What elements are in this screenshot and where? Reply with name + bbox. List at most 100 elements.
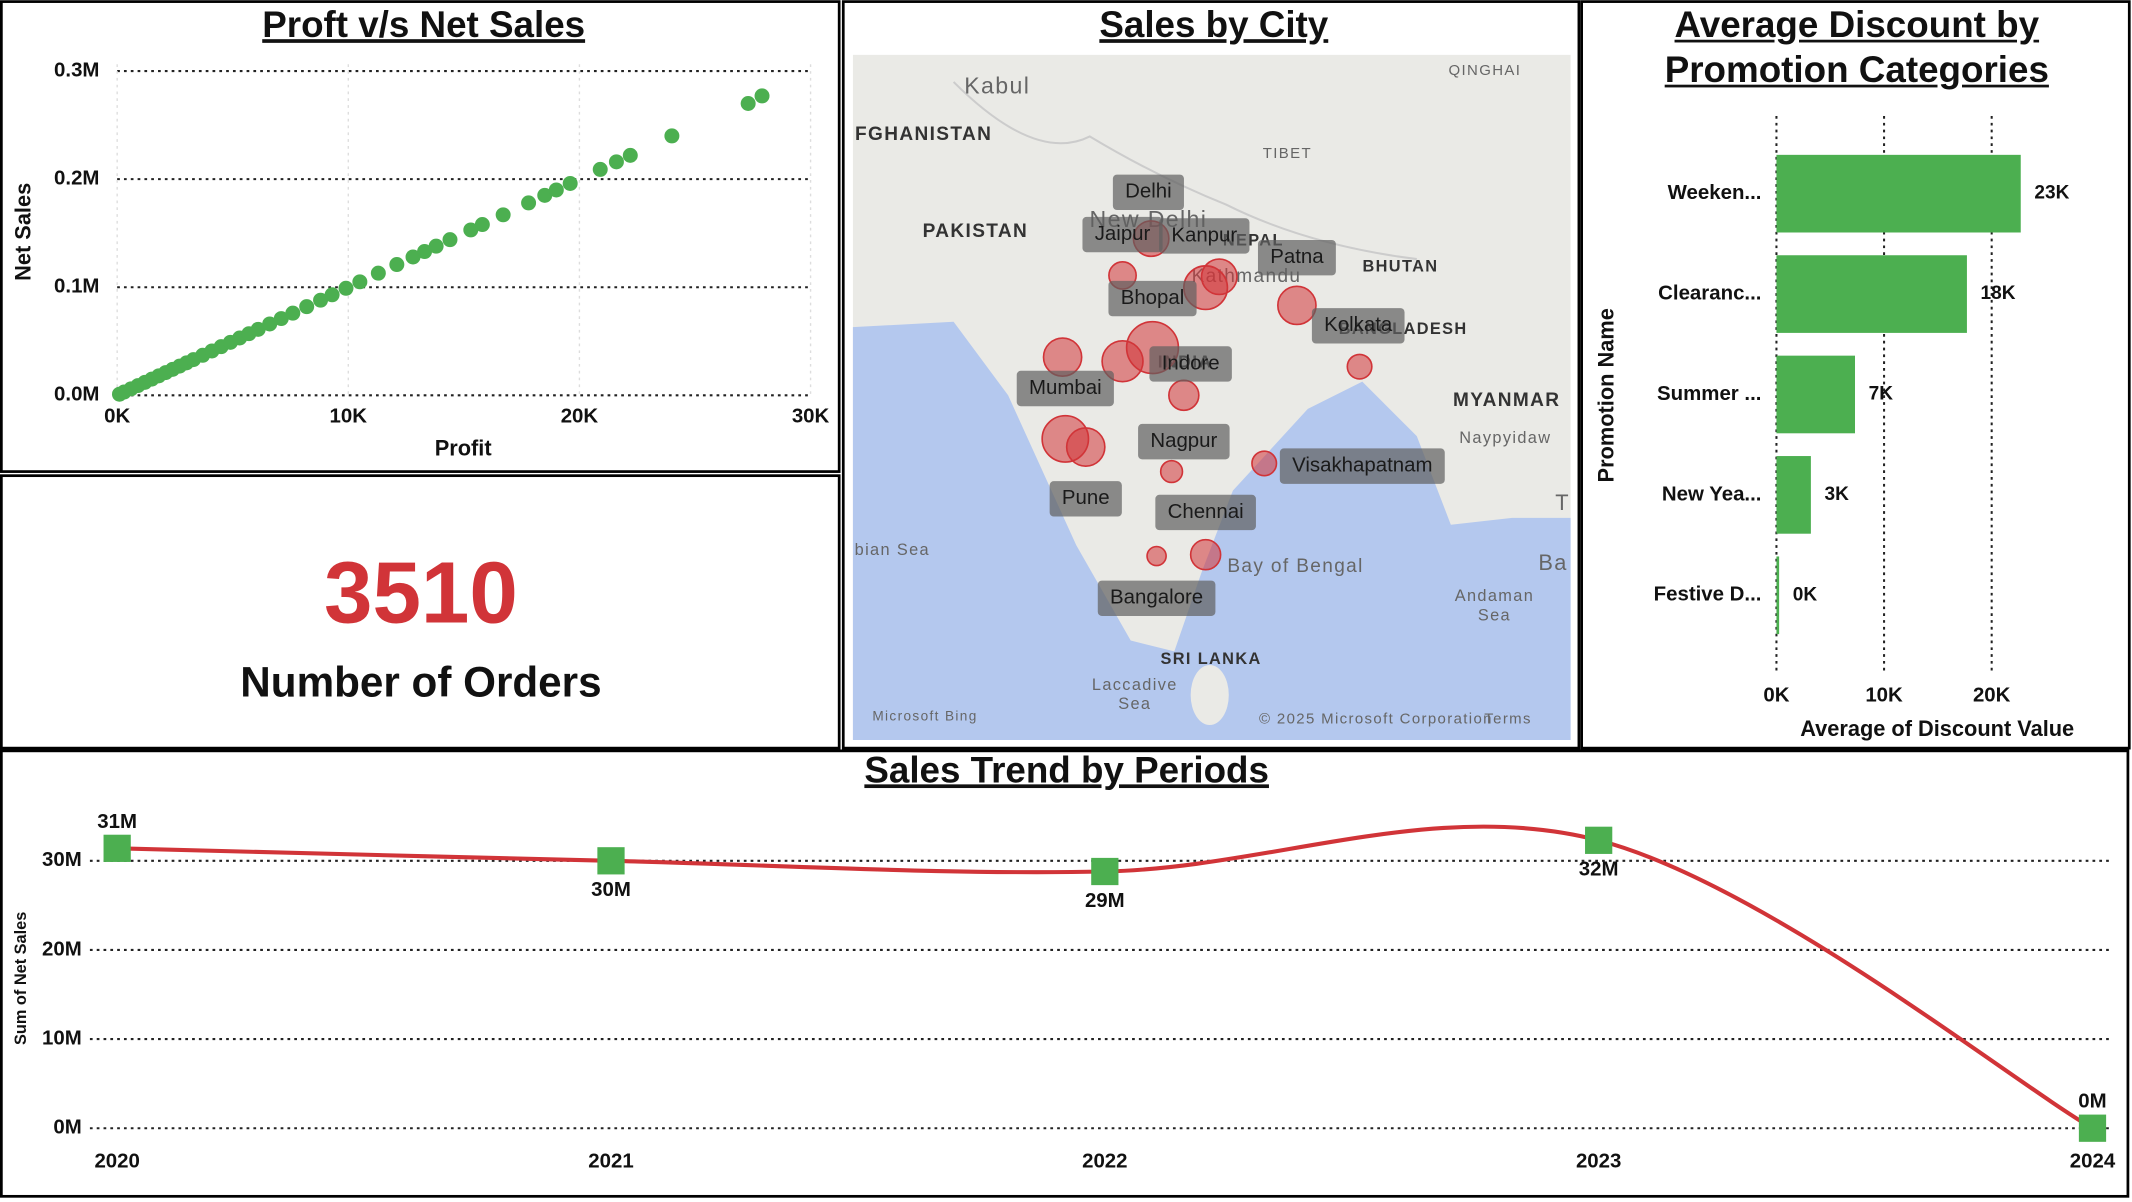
city-bubble <box>1065 427 1106 467</box>
x-axis-title: Average of Discount Value <box>1800 716 2074 741</box>
value-label: 7K <box>1869 384 1894 405</box>
city-label: Jaipur <box>1095 223 1151 245</box>
point <box>428 238 444 254</box>
map-label: Sea <box>1118 695 1151 713</box>
y-axis-title: Promotion Name <box>1593 308 1618 482</box>
map-label: SRI LANKA <box>1160 650 1261 668</box>
chart-title-box: Average Discount by Promotion Categories <box>1665 4 2049 90</box>
island <box>1190 665 1229 725</box>
x-tick-label: 10K <box>330 405 368 427</box>
kpi-value: 3510 <box>324 545 518 642</box>
point <box>622 147 638 163</box>
x-tick-label: 2023 <box>1576 1151 1621 1173</box>
city-label: Kanpur <box>1171 224 1237 246</box>
point <box>299 299 315 315</box>
city-label-box <box>1311 308 1405 344</box>
y-tick-label: 0.1M <box>54 276 99 298</box>
marker <box>2078 1114 2107 1142</box>
city-label-box <box>1082 216 1163 253</box>
map-label: Sea <box>1478 606 1511 624</box>
map-label: Bay of Bengal <box>1227 556 1363 577</box>
value-label: 0K <box>1793 584 1818 605</box>
x-tick-label: 2020 <box>94 1151 139 1173</box>
city-label-box <box>1108 280 1197 317</box>
marker <box>103 834 131 862</box>
map-label: TIBET <box>1263 145 1312 162</box>
point <box>389 257 405 273</box>
chart-title: Proft v/s Net Sales <box>262 4 585 45</box>
point <box>740 95 756 111</box>
city-label: Visakhapatnam <box>1292 455 1432 477</box>
city-label-box <box>1112 174 1184 211</box>
marker <box>1585 826 1613 854</box>
bar <box>1776 355 1856 434</box>
value-label: 0M <box>2078 1091 2106 1113</box>
city-bubble <box>1159 459 1184 484</box>
city-label: Bangalore <box>1110 587 1203 609</box>
point <box>592 161 608 177</box>
value-label: 18K <box>1981 283 2016 304</box>
map-label: © 2025 Microsoft Corporation <box>1259 710 1493 727</box>
category-label: Weeken... <box>1668 182 1762 204</box>
value-label: 23K <box>2034 183 2069 204</box>
point <box>548 182 564 198</box>
point <box>664 128 680 144</box>
point <box>521 195 537 211</box>
map-label: Terms <box>1484 710 1532 727</box>
y-tick-label: 0.2M <box>54 168 99 190</box>
point <box>417 244 433 260</box>
chart-title: Sales by City <box>1099 4 1328 45</box>
map-label: bian Sea <box>855 541 930 559</box>
point <box>313 292 329 308</box>
y-tick-label: 30M <box>42 849 82 871</box>
bar <box>1776 456 1811 534</box>
value-label: 3K <box>1825 484 1850 505</box>
bar <box>1776 556 1780 635</box>
point <box>562 175 578 191</box>
city-label-box <box>1016 370 1114 407</box>
panel-border <box>0 474 841 750</box>
x-tick-label: 2022 <box>1082 1151 1127 1173</box>
map-label: FGHANISTAN <box>855 124 992 145</box>
y-tick-label: 10M <box>42 1027 82 1049</box>
x-axis-title: Profit <box>435 436 492 461</box>
point <box>338 280 354 296</box>
panel-border <box>841 0 1581 750</box>
city-label-box <box>1097 580 1216 616</box>
sea <box>852 321 1571 740</box>
y-tick-label: 0.0M <box>54 384 99 406</box>
category-label: Festive D... <box>1654 584 1762 606</box>
map-label: T <box>1555 490 1570 515</box>
x-tick-label: 2021 <box>588 1151 633 1173</box>
panel-border <box>0 0 841 473</box>
y-axis-title: Sum of Net Sales <box>12 912 30 1045</box>
marker <box>1091 857 1119 886</box>
map-label: Microsoft Bing <box>872 708 977 723</box>
map-layer: KabulFGHANISTANPAKISTANTIBETQINGHAINEPAL… <box>855 62 1570 727</box>
x-tick-label: 20K <box>561 405 599 427</box>
point <box>537 187 553 203</box>
city-label: Chennai <box>1168 501 1244 523</box>
x-tick-label: 10K <box>1865 685 1903 707</box>
city-bubble <box>1168 379 1200 412</box>
point <box>474 217 490 233</box>
x-tick-label: 20K <box>1973 685 2011 707</box>
map-label: MYANMAR <box>1453 390 1560 411</box>
point <box>324 287 340 303</box>
x-tick-label: 30K <box>792 405 830 427</box>
city-bubble <box>1346 353 1373 380</box>
city-label: Mumbai <box>1029 377 1102 399</box>
panel-border <box>0 749 2130 1198</box>
chart-title: Sales Trend by Periods <box>864 749 1269 790</box>
y-tick-label: 0M <box>53 1117 81 1139</box>
city-label: Nagpur <box>1150 430 1217 452</box>
city-label: Delhi <box>1125 181 1172 203</box>
map-label: Kabul <box>964 73 1030 99</box>
point <box>442 232 458 248</box>
city-label-box <box>1149 346 1232 382</box>
y-axis-title: Net Sales <box>10 183 35 281</box>
point <box>370 265 386 281</box>
city-label-box <box>1279 448 1445 484</box>
point <box>405 249 421 265</box>
marker <box>597 847 625 875</box>
